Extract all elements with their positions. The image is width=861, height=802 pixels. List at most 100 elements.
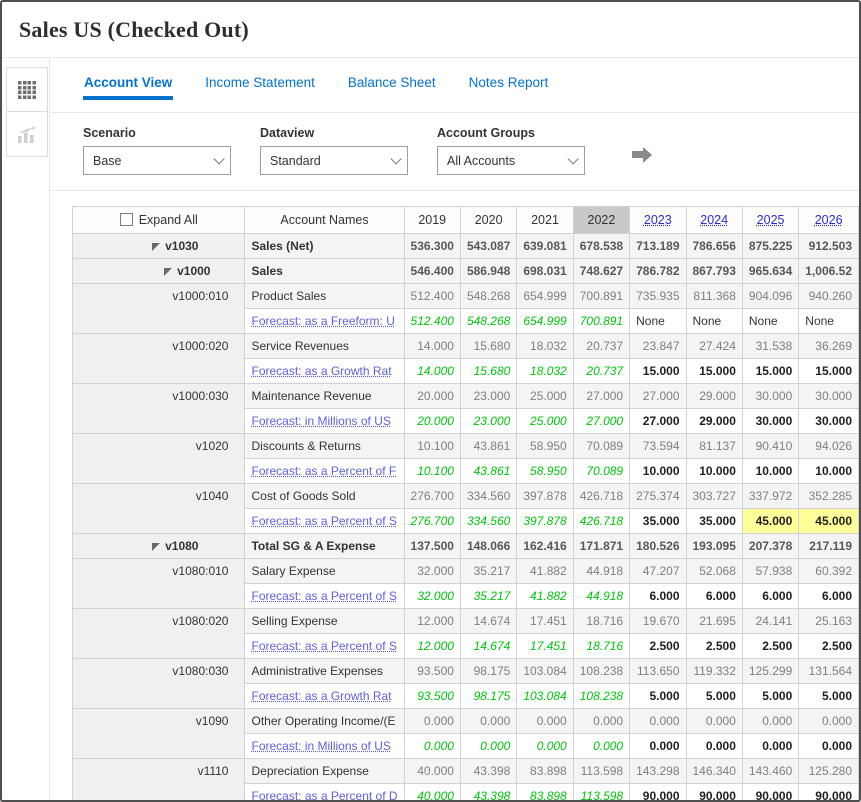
- forecast-row-v1000:010: Forecast: as a Freeform: U 512.400 548.268…: [73, 308, 859, 334]
- account-groups-select[interactable]: All Accounts: [437, 146, 585, 175]
- forecast-input-cell[interactable]: 0.000: [741, 733, 800, 759]
- account-value-cell: 162.416: [516, 533, 574, 559]
- forecast-input-cell[interactable]: 15.000: [629, 358, 687, 384]
- forecast-input-cell[interactable]: 27.000: [629, 408, 687, 434]
- forecast-input-cell[interactable]: 0.000: [685, 733, 743, 759]
- forecast-input-cell[interactable]: 6.000: [629, 583, 687, 609]
- forecast-input-cell[interactable]: 15.000: [798, 358, 859, 384]
- forecast-input-cell[interactable]: 5.000: [741, 683, 800, 709]
- forecast-input-cell[interactable]: 90.000: [741, 783, 800, 800]
- account-row-v1040: v1040 Cost of Goods Sold 276.700 334.560 397…: [71, 483, 859, 534]
- forecast-history-cell: 58.950: [516, 458, 574, 484]
- forecast-history-cell: 18.032: [516, 358, 574, 384]
- forecast-input-cell[interactable]: 10.000: [798, 458, 859, 484]
- forecast-input-cell[interactable]: 90.000: [685, 783, 743, 800]
- forecast-row-v1040: Forecast: as a Percent of S 276.700 334.56…: [73, 508, 859, 534]
- account-value-cell: 14.674: [459, 608, 518, 634]
- forecast-row-v1020: Forecast: as a Percent of F 10.100 43.861 5…: [73, 458, 859, 484]
- forecast-input-cell[interactable]: None: [629, 308, 687, 334]
- collapse-triangle-icon[interactable]: [164, 268, 173, 276]
- forecast-history-cell: 41.882: [516, 583, 574, 609]
- forecast-input-cell[interactable]: 15.000: [685, 358, 743, 384]
- tab-notes-report[interactable]: Notes Report: [468, 75, 549, 90]
- forecast-method-link[interactable]: Forecast: in Millions of US: [244, 408, 405, 434]
- expand-all-checkbox[interactable]: [119, 213, 133, 226]
- forecast-method-link[interactable]: Forecast: as a Percent of S: [244, 583, 405, 609]
- forecast-input-cell[interactable]: 15.000: [741, 358, 800, 384]
- year-header-2025[interactable]: 2025: [741, 206, 800, 234]
- collapse-triangle-icon[interactable]: [152, 243, 161, 251]
- chart-view-button[interactable]: [6, 112, 48, 157]
- account-table-wrap: Expand All Account Names 2019 2020 2021 202…: [50, 191, 859, 800]
- account-value-cell: 171.871: [572, 533, 631, 559]
- account-value-cell: 586.948: [459, 258, 518, 284]
- account-value-cell: 0.000: [459, 708, 518, 734]
- account-value-cell: 41.882: [516, 558, 574, 584]
- forecast-input-cell[interactable]: 10.000: [629, 458, 687, 484]
- account-value-cell: 17.451: [516, 608, 574, 634]
- scenario-select[interactable]: Base: [83, 146, 231, 175]
- forecast-input-cell[interactable]: 45.000: [741, 508, 800, 534]
- forecast-input-cell[interactable]: 0.000: [629, 733, 687, 759]
- go-button[interactable]: [632, 146, 652, 163]
- forecast-history-cell: 548.268: [459, 308, 518, 334]
- forecast-method-link[interactable]: Forecast: as a Growth Rat: [244, 683, 405, 709]
- forecast-input-cell[interactable]: 35.000: [685, 508, 743, 534]
- forecast-history-cell: 0.000: [516, 733, 574, 759]
- forecast-input-cell[interactable]: 90.000: [629, 783, 687, 800]
- forecast-method-link[interactable]: Forecast: as a Percent of D: [244, 783, 405, 800]
- forecast-input-cell[interactable]: 10.000: [685, 458, 743, 484]
- forecast-method-link[interactable]: Forecast: as a Percent of F: [244, 458, 405, 484]
- dataview-select[interactable]: Standard: [260, 146, 408, 175]
- forecast-method-link[interactable]: Forecast: as a Freeform: U: [244, 308, 405, 334]
- forecast-method-link[interactable]: Forecast: as a Percent of S: [244, 633, 405, 659]
- forecast-input-cell[interactable]: 2.500: [741, 633, 800, 659]
- scenario-group: Scenario Base: [83, 126, 231, 175]
- forecast-input-cell[interactable]: 6.000: [798, 583, 859, 609]
- forecast-input-cell[interactable]: 6.000: [741, 583, 800, 609]
- forecast-input-cell[interactable]: 30.000: [741, 408, 800, 434]
- account-value-cell: 0.000: [516, 708, 574, 734]
- account-code: v1080:030: [172, 664, 229, 678]
- account-name-cell: Service Revenues: [244, 333, 405, 359]
- forecast-input-cell[interactable]: None: [798, 308, 859, 334]
- year-header-2023[interactable]: 2023: [629, 206, 687, 234]
- tab-account-view[interactable]: Account View: [83, 73, 174, 100]
- account-value-cell: 27.000: [572, 383, 631, 409]
- account-row-v1000:030: v1000:030 Maintenance Revenue 20.000 23.000…: [71, 383, 859, 434]
- forecast-history-cell: 17.451: [516, 633, 574, 659]
- account-value-cell: 180.526: [629, 533, 687, 559]
- chevron-down-icon: [390, 152, 402, 165]
- forecast-method-link[interactable]: Forecast: as a Percent of S: [244, 508, 405, 534]
- forecast-input-cell[interactable]: 90.000: [798, 783, 859, 800]
- forecast-method-link[interactable]: Forecast: in Millions of US: [244, 733, 405, 759]
- forecast-input-cell[interactable]: None: [685, 308, 743, 334]
- forecast-history-cell: 93.500: [403, 683, 461, 709]
- forecast-input-cell[interactable]: 45.000: [798, 508, 859, 534]
- account-code: v1000:020: [172, 339, 229, 353]
- year-header-2024[interactable]: 2024: [685, 206, 743, 234]
- account-value-cell: 337.972: [741, 483, 800, 509]
- forecast-input-cell[interactable]: 10.000: [741, 458, 800, 484]
- collapse-triangle-icon[interactable]: [152, 543, 161, 551]
- forecast-input-cell[interactable]: 29.000: [685, 408, 743, 434]
- forecast-input-cell[interactable]: 6.000: [685, 583, 743, 609]
- grid-view-button[interactable]: [6, 67, 48, 112]
- forecast-input-cell[interactable]: 0.000: [798, 733, 859, 759]
- tab-income-statement[interactable]: Income Statement: [205, 75, 315, 90]
- account-code-cell: v1020: [71, 433, 246, 484]
- forecast-input-cell[interactable]: 2.500: [798, 633, 859, 659]
- forecast-method-link[interactable]: Forecast: as a Growth Rat: [244, 358, 405, 384]
- account-code-cell: v1080:010: [71, 558, 246, 609]
- forecast-input-cell[interactable]: 30.000: [798, 408, 859, 434]
- forecast-input-cell[interactable]: 5.000: [798, 683, 859, 709]
- year-header-2026[interactable]: 2026: [798, 206, 859, 234]
- forecast-input-cell[interactable]: 5.000: [629, 683, 687, 709]
- forecast-input-cell[interactable]: 2.500: [629, 633, 687, 659]
- account-code: v1020: [195, 439, 229, 453]
- forecast-input-cell[interactable]: None: [741, 308, 800, 334]
- tab-balance-sheet[interactable]: Balance Sheet: [347, 75, 436, 90]
- forecast-input-cell[interactable]: 35.000: [629, 508, 687, 534]
- forecast-input-cell[interactable]: 5.000: [685, 683, 743, 709]
- forecast-input-cell[interactable]: 2.500: [685, 633, 743, 659]
